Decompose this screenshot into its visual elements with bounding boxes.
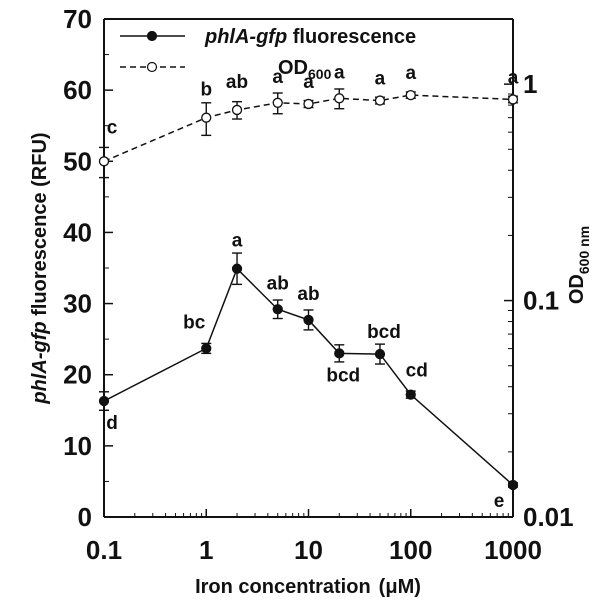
right-y-tick-label: 0.1 (523, 286, 559, 316)
data-point-od (303, 98, 314, 110)
data-point-od (231, 104, 243, 116)
significance-label: a (405, 63, 416, 84)
data-point-fluor (272, 304, 283, 315)
x-tick-label: 1000 (484, 535, 542, 565)
left-y-tick-label: 20 (63, 360, 92, 390)
data-point-fluor (201, 343, 212, 354)
significance-label: a (232, 231, 243, 252)
data-point-od (201, 112, 212, 123)
significance-label: b (200, 80, 212, 101)
significance-label: a (508, 67, 519, 88)
significance-label: e (494, 491, 505, 512)
left-y-tick-label: 10 (63, 431, 92, 461)
left-y-tick-label: 0 (78, 502, 92, 532)
significance-label: a (334, 62, 345, 83)
right-y-tick-label: 0.01 (523, 502, 574, 532)
data-point-od (334, 93, 345, 104)
left-y-tick-label: 60 (63, 75, 92, 105)
data-point-fluor (507, 479, 519, 491)
x-tick-label: 0.1 (86, 535, 122, 565)
significance-label: bc (183, 312, 206, 333)
plot-frame (103, 18, 514, 518)
right-y-axis-title: OD600 nm (566, 226, 592, 304)
data-point-od (405, 89, 416, 101)
data-point-fluor (334, 348, 345, 359)
left-y-tick-label: 50 (63, 146, 92, 176)
data-point-od (98, 156, 110, 167)
x-axis-ticks: 0.1 1 10 100 1000 (86, 509, 542, 565)
significance-label: cd (406, 361, 428, 382)
data-point-od (374, 95, 386, 106)
data-point-fluor (303, 314, 314, 326)
x-tick-label: 100 (389, 535, 432, 565)
significance-label: bcd (367, 322, 401, 343)
right-y-tick-label: 1 (523, 69, 537, 99)
significance-label: a (303, 72, 314, 93)
legend-label-od: OD600 (278, 57, 332, 82)
data-point-od (507, 94, 519, 105)
x-tick-label: 1 (199, 535, 213, 565)
x-tick-label: 10 (294, 535, 323, 565)
left-y-axis-ticks: 0 10 20 30 40 50 60 70 (63, 4, 113, 532)
significance-label: ab (267, 273, 289, 294)
data-point-od (272, 97, 283, 108)
significance-label: a (272, 67, 283, 88)
significance-label: d (106, 413, 118, 434)
left-y-axis-title: phlA-gfp fluorescence (RFU) (29, 132, 51, 404)
significance-label: c (107, 117, 118, 138)
significance-label: ab (226, 72, 248, 93)
right-y-axis-ticks: 0.01 0.1 1 (504, 18, 574, 532)
x-axis-title: Iron concentration (μM) (195, 576, 421, 598)
data-point-fluor (98, 395, 110, 407)
legend-marker-od (146, 61, 158, 73)
legend-marker-fluorescence (146, 30, 158, 42)
data-point-fluor (405, 389, 416, 400)
left-y-tick-label: 40 (63, 217, 92, 247)
legend-label-fluorescence: phlA-gfp fluorescence (204, 26, 416, 48)
legend: phlA-gfp fluorescence OD600 (120, 26, 416, 82)
left-y-tick-label: 70 (63, 4, 92, 34)
data-point-fluor (374, 348, 386, 360)
left-y-tick-label: 30 (63, 289, 92, 319)
data-point-fluor (231, 263, 243, 274)
significance-label: ab (297, 284, 319, 305)
significance-label: a (375, 69, 386, 90)
series-od: cb ab a a a a a a (98, 62, 519, 179)
significance-label: bcd (326, 365, 360, 386)
